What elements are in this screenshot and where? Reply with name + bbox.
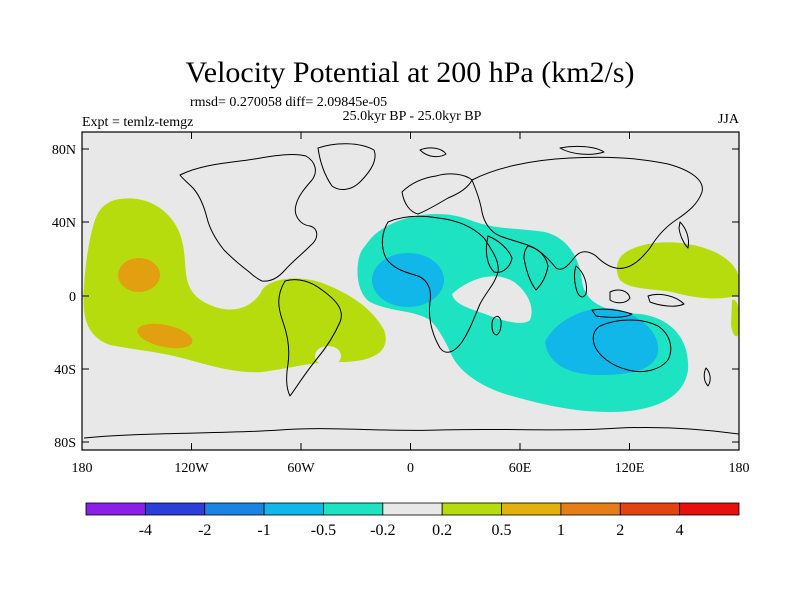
colorbar-label-7: 1 [557, 522, 565, 539]
colorbar-box-10 [679, 502, 740, 516]
colorbar-box-3 [263, 502, 324, 516]
positive-core-pacific-north [118, 258, 160, 292]
colorbar-box-2 [204, 502, 265, 516]
positive-core-pacific-south [137, 323, 193, 349]
colorbar-label-4: -0.2 [370, 522, 395, 539]
plot-title: Velocity Potential at 200 hPa (km2/s) [185, 56, 634, 89]
colorbar-label-0: -4 [139, 522, 152, 539]
colorbar-label-3: -0.5 [311, 522, 336, 539]
experiment-label: Expt = temlz-temgz [82, 115, 193, 130]
season-label: JJA [718, 112, 740, 127]
colorbar-label-8: 2 [616, 522, 624, 539]
x-tick-0: 0 [407, 461, 414, 476]
x-tick-180w: 180 [72, 461, 93, 476]
y-axis [82, 148, 739, 443]
period-label: 25.0kyr BP - 25.0kyr BP [343, 109, 482, 124]
colorbar-box-0 [85, 502, 146, 516]
x-axis [81, 132, 740, 450]
colorbar-box-4 [323, 502, 384, 516]
negative-core-west-africa [372, 253, 444, 307]
x-tick-180e: 180 [729, 461, 750, 476]
colorbar-box-6 [441, 502, 502, 516]
x-tick-120e: 120E [615, 461, 645, 476]
colorbar: -4 -2 -1 -0.5 -0.2 0.2 0.5 1 2 4 [85, 502, 740, 539]
y-tick-80n: 80N [52, 143, 76, 158]
colorbar-box-5 [382, 502, 443, 516]
neutral-hole-somali [452, 276, 532, 323]
y-tick-40s: 40S [54, 363, 76, 378]
colorbar-label-1: -2 [198, 522, 211, 539]
negative-core-australia [545, 308, 659, 375]
colorbar-label-2: -1 [257, 522, 270, 539]
y-tick-40n: 40N [52, 216, 76, 231]
colorbar-box-7 [501, 502, 562, 516]
y-tick-0: 0 [69, 290, 76, 305]
neutral-hole-south-atlantic [315, 346, 341, 366]
y-tick-80s: 80S [54, 436, 76, 451]
colorbar-box-8 [560, 502, 621, 516]
colorbar-label-9: 4 [676, 522, 684, 539]
coastlines [83, 143, 739, 439]
colorbar-label-5: 0.2 [432, 522, 452, 539]
stats-label: rmsd= 0.270058 diff= 2.09845e-05 [190, 95, 387, 110]
positive-region-east-edge [731, 299, 739, 337]
x-tick-120w: 120W [174, 461, 209, 476]
colorbar-label-6: 0.5 [492, 522, 512, 539]
colorbar-box-1 [144, 502, 206, 516]
positive-region-west-pacific [616, 242, 739, 299]
map-panel [81, 131, 740, 451]
x-tick-60w: 60W [287, 461, 315, 476]
x-tick-60e: 60E [509, 461, 532, 476]
colorbar-box-9 [619, 502, 681, 516]
